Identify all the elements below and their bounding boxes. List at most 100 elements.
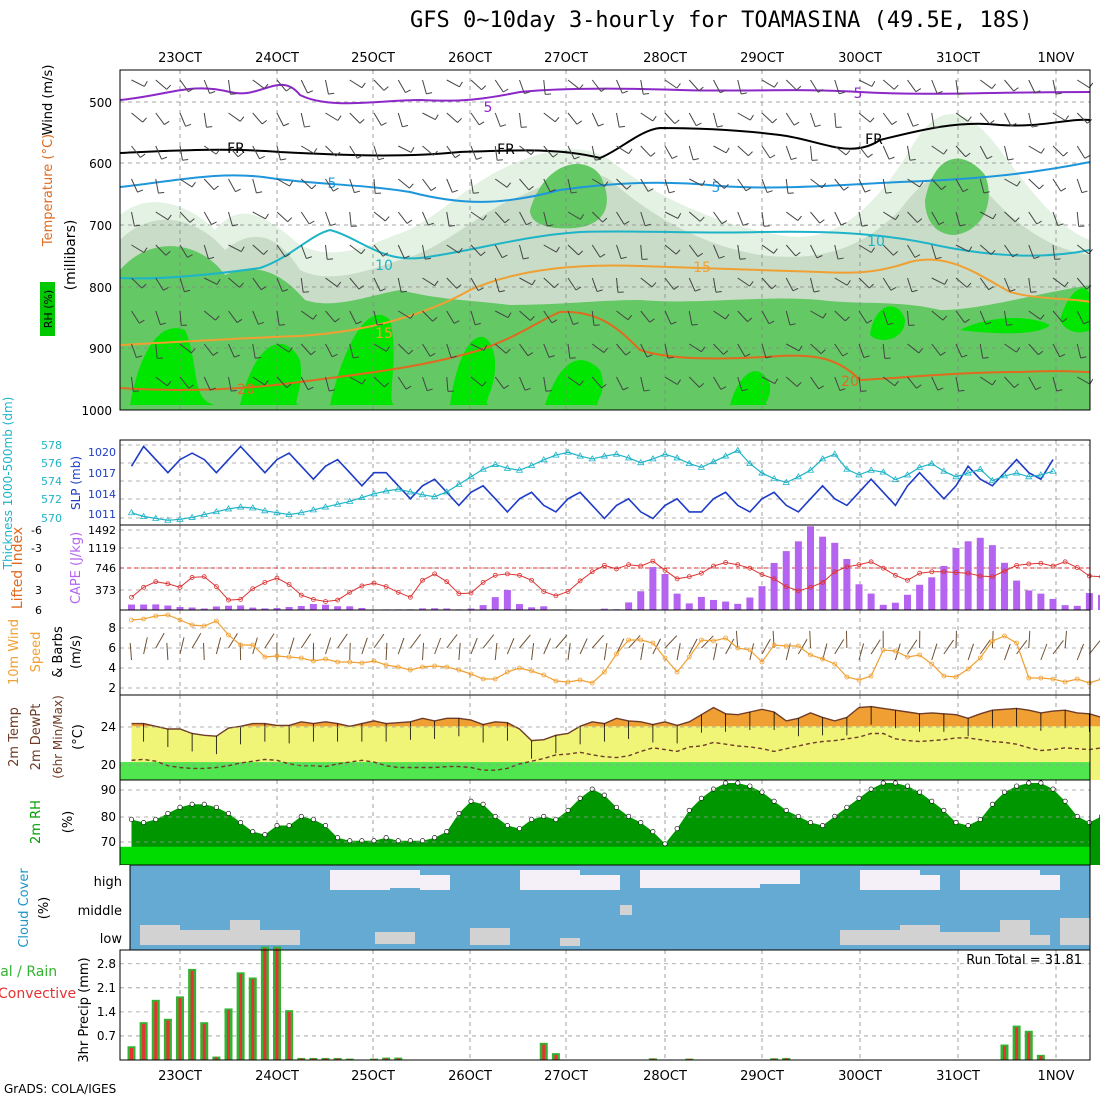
wind-barb-flag [426, 92, 433, 95]
wind-barb-flag [161, 156, 168, 160]
wind-barb-flag [941, 185, 947, 190]
wind-barb-flag [964, 318, 970, 323]
wind-barb [519, 277, 533, 286]
thickness-marker [297, 508, 305, 516]
wind-barb [179, 244, 188, 258]
wind-barb [349, 178, 355, 193]
wind-barb-flag [937, 387, 944, 391]
wind-barb [494, 343, 507, 354]
wind-barb-flag [286, 383, 292, 388]
wind-barb-flag [569, 357, 576, 359]
wind-barb [591, 112, 599, 127]
wind-barb-flag [718, 255, 725, 259]
cloud-low-cell [260, 930, 300, 945]
wind-barb [640, 343, 648, 358]
thickness-label: Thickness 1000-500mb (dm) [1, 397, 15, 571]
date-label-bottom: 25OCT [351, 1069, 395, 1084]
cloud-label: Cloud Cover [17, 868, 32, 948]
wind10m-barb [591, 634, 604, 649]
wind-barb [1052, 343, 1061, 358]
wind10m-barb [312, 642, 315, 661]
wind-barb-flag [966, 282, 972, 288]
cape-ytick: 1119 [88, 542, 116, 555]
wind-barb [349, 310, 357, 325]
wind-barb-flag [796, 85, 802, 91]
wind10m-barb [264, 633, 275, 649]
wind10m-marker [723, 635, 729, 641]
isotherm-freezing [119, 118, 1091, 160]
upper-wind-barbs [131, 79, 1094, 392]
wind-barb-flag [957, 93, 964, 95]
wind-barb [664, 145, 673, 159]
wind-barb-flag [843, 186, 849, 191]
wind-barb [567, 376, 581, 386]
wind-barb-flag [524, 387, 531, 391]
thickness-marker [673, 454, 681, 461]
wind-barb [446, 145, 456, 159]
wind-barb-flag [717, 125, 723, 128]
wind-barb-flag [645, 223, 651, 227]
wind-barb [543, 277, 555, 289]
wind-barb-flag [354, 190, 361, 194]
wind-barb-flag [603, 347, 608, 353]
li-marker [310, 596, 316, 602]
upper-ytick: 1000 [81, 404, 112, 418]
li-marker [759, 572, 765, 577]
rh-shade-green-2 [530, 164, 607, 229]
wind-barb [349, 211, 352, 227]
wind-barb [470, 145, 477, 160]
li-marker [323, 599, 328, 604]
cape-bar [479, 605, 487, 610]
cape-bar [200, 608, 208, 610]
wind10m-barb [761, 638, 771, 655]
wind-barb-flag [701, 180, 706, 186]
isotherm-15 [119, 258, 1091, 346]
wind10m-barb [628, 635, 641, 649]
wind-barb [591, 277, 598, 292]
wind-barb [155, 178, 159, 194]
wind10m-marker [638, 637, 644, 643]
wind-barb-flag [816, 255, 823, 259]
wind-barb-flag [502, 88, 509, 93]
wind-barb-flag [157, 357, 164, 359]
wind-barb-flag [1084, 155, 1091, 159]
li-marker [298, 592, 304, 598]
wind-barb-flag [263, 83, 269, 89]
precip-conv-bar [324, 1058, 327, 1060]
thickness-marker [976, 465, 984, 472]
thickness-marker [879, 468, 887, 475]
wind10m-barb [688, 638, 698, 655]
wind-barb-flag [166, 84, 172, 90]
wind-barb [1052, 112, 1066, 121]
thickness-marker [430, 492, 439, 500]
wind-barb-flag [1038, 184, 1044, 190]
wind-barb-flag [235, 188, 241, 193]
wind-barb-flag [216, 279, 221, 285]
wind-barb-flag [143, 81, 148, 87]
date-label-top: 29OCT [740, 51, 784, 66]
cloud-low-cell [1060, 918, 1090, 945]
li-marker [577, 578, 583, 584]
wind10m-marker [929, 661, 935, 667]
wind-barb [519, 145, 532, 155]
wind10m-marker [1038, 675, 1044, 681]
wind10m-marker [553, 678, 559, 684]
rh2m-marker [153, 816, 159, 822]
wind-barb [1052, 145, 1064, 157]
thickness-marker [612, 450, 621, 457]
rh2m-marker [565, 807, 571, 813]
wind-barb-flag [795, 251, 801, 257]
wind-barb-flag [521, 126, 528, 128]
wind-barb-flag [188, 88, 194, 93]
wind-barb [858, 145, 869, 158]
wind-barb-flag [525, 221, 532, 226]
wind-barb-flag [701, 346, 706, 352]
upper-wind-label: Wind (m/s) [41, 65, 56, 136]
wind-barb-flag [381, 122, 387, 126]
wind10m-marker [917, 652, 923, 658]
wind-barb-flag [361, 82, 366, 88]
wind-barb-flag [845, 150, 851, 156]
wind-barb-flag [818, 385, 824, 390]
wind-barb-flag [307, 386, 314, 391]
thickness-marker [697, 463, 706, 470]
